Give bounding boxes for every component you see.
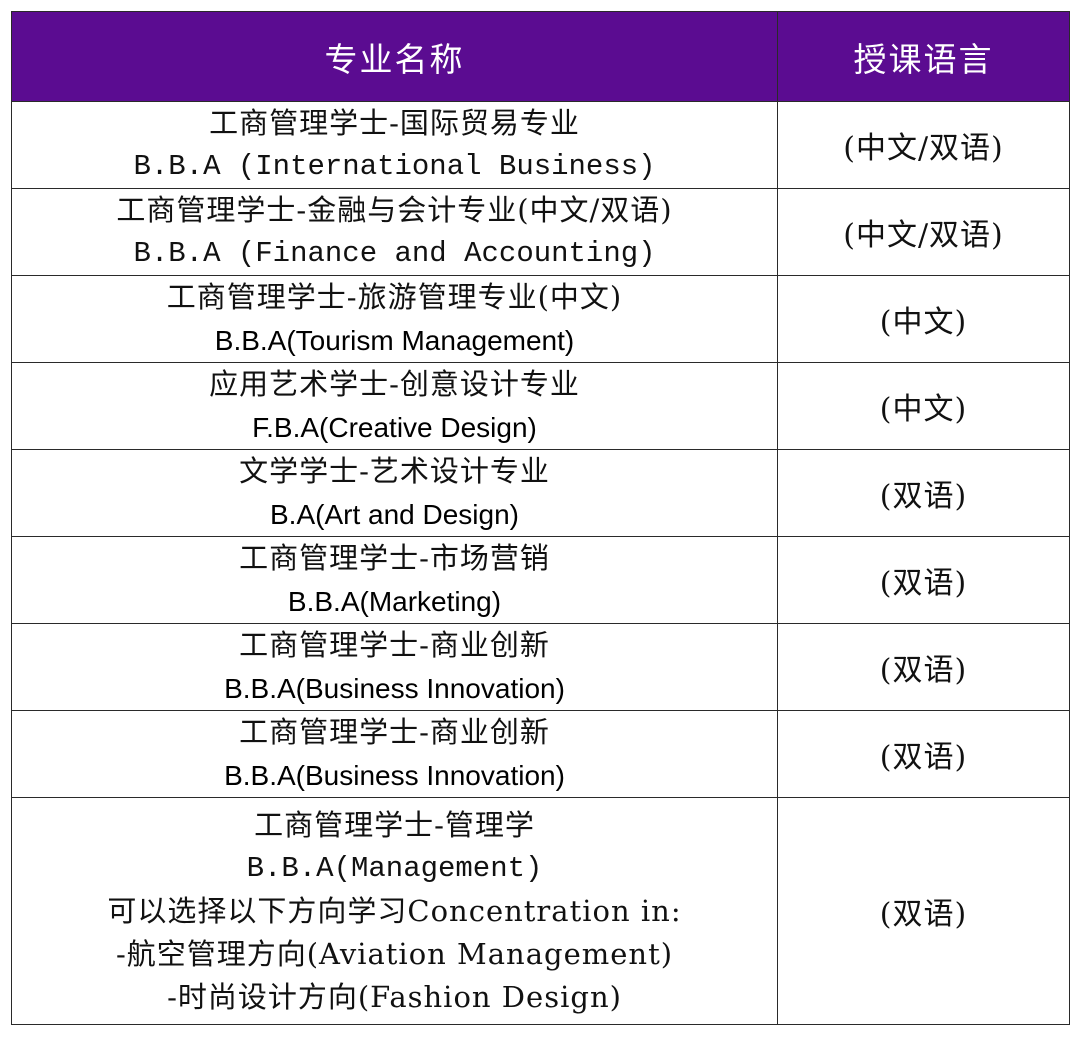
program-name-en: B.B.A(Tourism Management) [214,325,575,356]
program-name-zh: 工商管理学士-市场营销 [239,541,550,575]
program-name-en: B.B.A (Finance and Accounting) [133,237,656,270]
teaching-language-cell: (双语) [777,536,1070,624]
program-name-zh: 工商管理学士-旅游管理专业(中文) [166,280,623,314]
table-row: 工商管理学士-商业创新 B.B.A(Business Innovation) (… [11,623,1070,711]
table-row: 工商管理学士-管理学 B.B.A(Management) 可以选择以下方向学习C… [11,797,1070,1025]
table-header-row: 专业名称 授课语言 [11,11,1070,102]
teaching-language: (双语) [879,479,968,514]
table-row: 工商管理学士-市场营销 B.B.A(Marketing) (双语) [11,536,1070,624]
concentration-option-aviation: -航空管理方向(Aviation Management) [115,936,674,971]
table-row: 文学学士-艺术设计专业 B.A(Art and Design) (双语) [11,449,1070,537]
teaching-language-cell: (中文) [777,275,1070,363]
concentration-intro: 可以选择以下方向学习Concentration in: [107,893,682,928]
program-name-zh: 工商管理学士-管理学 [254,807,535,842]
program-name-en: B.B.A (International Business) [133,150,656,183]
teaching-language: (中文) [879,305,968,340]
teaching-language: (中文/双语) [843,218,1004,253]
program-name-cell: 工商管理学士-金融与会计专业(中文/双语) B.B.A (Finance and… [11,188,778,276]
teaching-language-cell: (双语) [777,449,1070,537]
program-name-cell: 工商管理学士-商业创新 B.B.A(Business Innovation) [11,623,778,711]
table-row: 工商管理学士-国际贸易专业 B.B.A (International Busin… [11,101,1070,189]
concentration-option-fashion: -时尚设计方向(Fashion Design) [167,979,622,1014]
program-name-en: B.A(Art and Design) [270,499,519,530]
program-name-cell: 应用艺术学士-创意设计专业 F.B.A(Creative Design) [11,362,778,450]
program-name-zh: 工商管理学士-国际贸易专业 [209,106,580,140]
program-name-en: B.B.A(Management) [246,851,543,885]
table-row: 应用艺术学士-创意设计专业 F.B.A(Creative Design) (中文… [11,362,1070,450]
teaching-language: (双语) [879,897,968,932]
program-name-zh: 文学学士-艺术设计专业 [239,454,550,488]
header-teaching-language: 授课语言 [777,11,1070,102]
table-row: 工商管理学士-商业创新 B.B.A(Business Innovation) (… [11,710,1070,798]
program-name-cell: 工商管理学士-旅游管理专业(中文) B.B.A(Tourism Manageme… [11,275,778,363]
programs-table: 专业名称 授课语言 工商管理学士-国际贸易专业 B.B.A (Internati… [11,11,1070,1025]
program-name-cell: 文学学士-艺术设计专业 B.A(Art and Design) [11,449,778,537]
teaching-language-cell: (双语) [777,710,1070,798]
program-name-zh: 应用艺术学士-创意设计专业 [209,367,580,401]
teaching-language: (中文) [879,392,968,427]
teaching-language: (双语) [879,566,968,601]
program-name-cell: 工商管理学士-管理学 B.B.A(Management) 可以选择以下方向学习C… [11,797,778,1025]
teaching-language-cell: (中文/双语) [777,188,1070,276]
program-name-en: B.B.A(Business Innovation) [224,760,565,791]
teaching-language-cell: (中文) [777,362,1070,450]
teaching-language: (中文/双语) [843,131,1004,166]
program-name-cell: 工商管理学士-国际贸易专业 B.B.A (International Busin… [11,101,778,189]
program-name-en: F.B.A(Creative Design) [252,412,537,443]
table-row: 工商管理学士-金融与会计专业(中文/双语) B.B.A (Finance and… [11,188,1070,276]
teaching-language: (双语) [879,740,968,775]
program-name-cell: 工商管理学士-商业创新 B.B.A(Business Innovation) [11,710,778,798]
program-name-en: B.B.A(Business Innovation) [224,673,565,704]
header-program-name: 专业名称 [11,11,778,102]
program-name-zh: 工商管理学士-商业创新 [239,628,550,662]
table-row: 工商管理学士-旅游管理专业(中文) B.B.A(Tourism Manageme… [11,275,1070,363]
teaching-language-cell: (双语) [777,623,1070,711]
teaching-language-cell: (双语) [777,797,1070,1025]
teaching-language: (双语) [879,653,968,688]
program-name-zh: 工商管理学士-商业创新 [239,715,550,749]
program-name-en: B.B.A(Marketing) [287,586,502,617]
program-name-zh: 工商管理学士-金融与会计专业(中文/双语) [116,193,673,227]
teaching-language-cell: (中文/双语) [777,101,1070,189]
program-name-cell: 工商管理学士-市场营销 B.B.A(Marketing) [11,536,778,624]
